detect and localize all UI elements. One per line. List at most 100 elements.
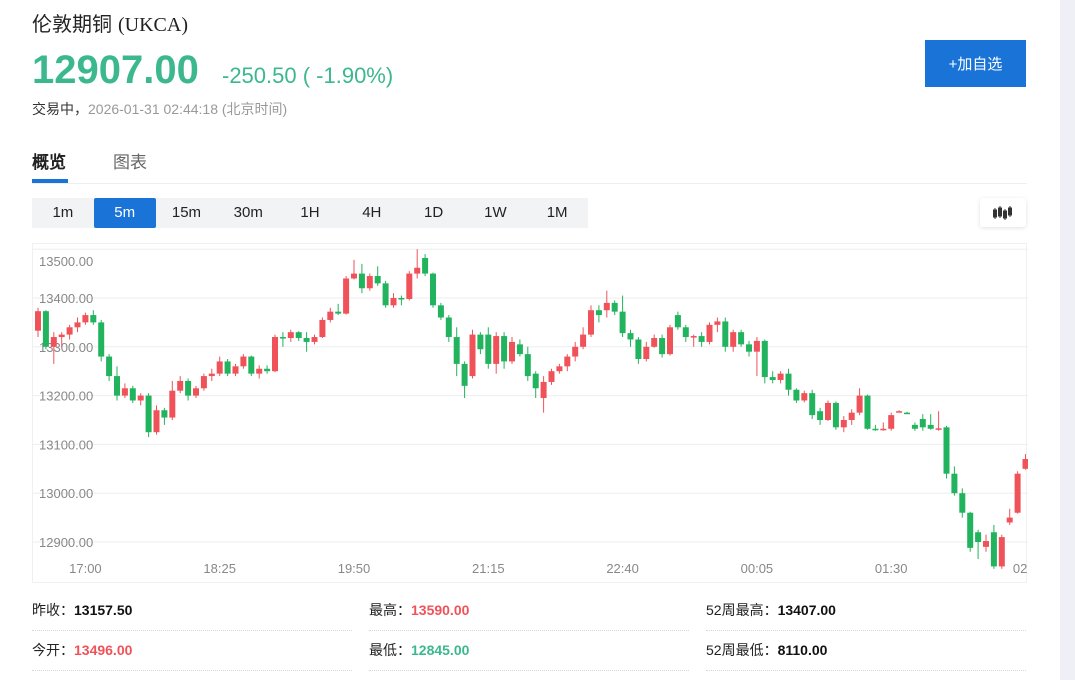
candle-up bbox=[287, 332, 294, 339]
interval-1w[interactable]: 1W bbox=[484, 204, 507, 221]
candle-up bbox=[493, 336, 500, 364]
stat-value: 13407.00 bbox=[777, 602, 836, 618]
candle-down bbox=[943, 427, 950, 474]
candle-up bbox=[469, 334, 476, 377]
candle-up bbox=[343, 278, 350, 314]
x-tick-label: 00:05 bbox=[741, 561, 774, 576]
candle-down bbox=[524, 354, 531, 377]
candle-up bbox=[840, 420, 847, 428]
candle-down bbox=[674, 315, 681, 328]
y-tick-label: 13200.00 bbox=[39, 389, 93, 404]
stat-high: 最高：13590.00 bbox=[369, 592, 689, 631]
candle-down bbox=[42, 311, 49, 347]
candle-down bbox=[382, 283, 389, 306]
candle-up bbox=[603, 302, 610, 311]
candle-up bbox=[153, 410, 160, 433]
instrument-code: (UKCA) bbox=[118, 14, 188, 36]
tab-overview[interactable]: 概览 bbox=[32, 153, 66, 172]
candle-up bbox=[706, 324, 713, 342]
candle-up bbox=[825, 402, 831, 420]
candle-down bbox=[746, 344, 752, 352]
candle-up bbox=[66, 327, 73, 335]
interval-1h[interactable]: 1H bbox=[300, 204, 320, 221]
candle-up bbox=[319, 319, 326, 338]
candle-up bbox=[714, 321, 721, 325]
candle-up bbox=[200, 376, 207, 389]
candle-up bbox=[896, 411, 903, 413]
y-tick-label: 13500.00 bbox=[39, 254, 93, 269]
candle-up bbox=[351, 273, 357, 279]
interval-1mo[interactable]: 1M bbox=[546, 204, 568, 221]
candle-down bbox=[682, 327, 689, 338]
candle-down bbox=[793, 389, 800, 401]
candle-up bbox=[311, 337, 318, 342]
x-tick-label: 22:40 bbox=[606, 561, 639, 576]
candle-down bbox=[161, 410, 168, 418]
candle-up bbox=[509, 341, 515, 362]
candle-up bbox=[556, 366, 563, 372]
candle-down bbox=[911, 424, 918, 429]
candle-down bbox=[485, 334, 492, 364]
candle-down bbox=[224, 361, 231, 374]
page-scrollbar-track[interactable] bbox=[1060, 0, 1075, 680]
interval-30m[interactable]: 30m bbox=[233, 204, 263, 221]
candle-down bbox=[611, 302, 618, 312]
stat-52w-low: 52周最低：8110.00 bbox=[706, 632, 1026, 671]
candle-down bbox=[248, 356, 255, 374]
chart-type-button[interactable] bbox=[980, 198, 1026, 227]
candle-up bbox=[50, 337, 57, 347]
tab-chart[interactable]: 图表 bbox=[113, 153, 147, 172]
instrument-title: 伦敦期铜 (UKCA) bbox=[32, 8, 188, 37]
candle-up bbox=[667, 327, 673, 355]
candle-down bbox=[453, 337, 460, 364]
price-chart[interactable]: 13500.00 13400.00 13300.00 13200.00 13100.00… bbox=[32, 243, 1028, 583]
tab-bar: 概览 图表 bbox=[32, 145, 1027, 184]
candle-down bbox=[990, 532, 997, 567]
candle-down bbox=[809, 393, 816, 416]
stat-label: 最高： bbox=[369, 602, 411, 618]
candle-down bbox=[501, 336, 508, 362]
candle-up bbox=[643, 346, 650, 359]
y-tick-label: 13100.00 bbox=[39, 437, 93, 452]
stat-value: 13157.50 bbox=[74, 602, 133, 618]
candle-down bbox=[114, 376, 120, 396]
candle-up bbox=[848, 412, 855, 420]
candle-down bbox=[627, 333, 634, 340]
interval-1m[interactable]: 1m bbox=[52, 204, 74, 221]
add-to-watchlist-button[interactable]: +加自选 bbox=[925, 40, 1026, 87]
candle-down bbox=[335, 311, 342, 314]
candle-down bbox=[698, 336, 705, 342]
trading-status: 交易中，2026-01-31 02:44:18 (北京时间) bbox=[32, 99, 287, 119]
candle-down bbox=[303, 338, 310, 342]
candle-up bbox=[366, 276, 373, 289]
candle-down bbox=[959, 493, 966, 513]
candlestick-chart: 13500.0013400.0013300.0013200.0013100.00… bbox=[33, 248, 1028, 576]
candle-down bbox=[437, 305, 444, 318]
candle-down bbox=[904, 412, 910, 415]
candle-down bbox=[358, 273, 365, 289]
interval-4h[interactable]: 4H bbox=[362, 204, 382, 221]
interval-selector: 1m 5m 15m 30m 1H 4H 1D 1W 1M bbox=[32, 198, 588, 228]
candle-down bbox=[595, 310, 602, 316]
interval-1d[interactable]: 1D bbox=[423, 204, 444, 221]
candle-up bbox=[1006, 517, 1013, 523]
candle-up bbox=[35, 311, 41, 331]
candle-up bbox=[58, 334, 65, 338]
candle-down bbox=[951, 473, 958, 494]
candle-down bbox=[532, 373, 539, 389]
candle-up bbox=[801, 393, 808, 401]
timestamp: 2026-01-31 02:44:18 (北京时间) bbox=[88, 101, 288, 117]
candle-down bbox=[477, 334, 484, 350]
candle-down bbox=[106, 356, 113, 377]
stat-low: 最低：12845.00 bbox=[369, 632, 689, 671]
interval-15m[interactable]: 15m bbox=[171, 204, 202, 221]
candle-down bbox=[98, 322, 105, 357]
candle-down bbox=[635, 339, 642, 359]
x-tick-label: 19:50 bbox=[338, 561, 371, 576]
candle-up bbox=[572, 346, 579, 357]
candle-up bbox=[1014, 473, 1021, 513]
candle-up bbox=[74, 322, 81, 328]
candle-down bbox=[967, 512, 974, 548]
candle-down bbox=[761, 340, 768, 378]
interval-5m[interactable]: 5m bbox=[93, 198, 156, 228]
